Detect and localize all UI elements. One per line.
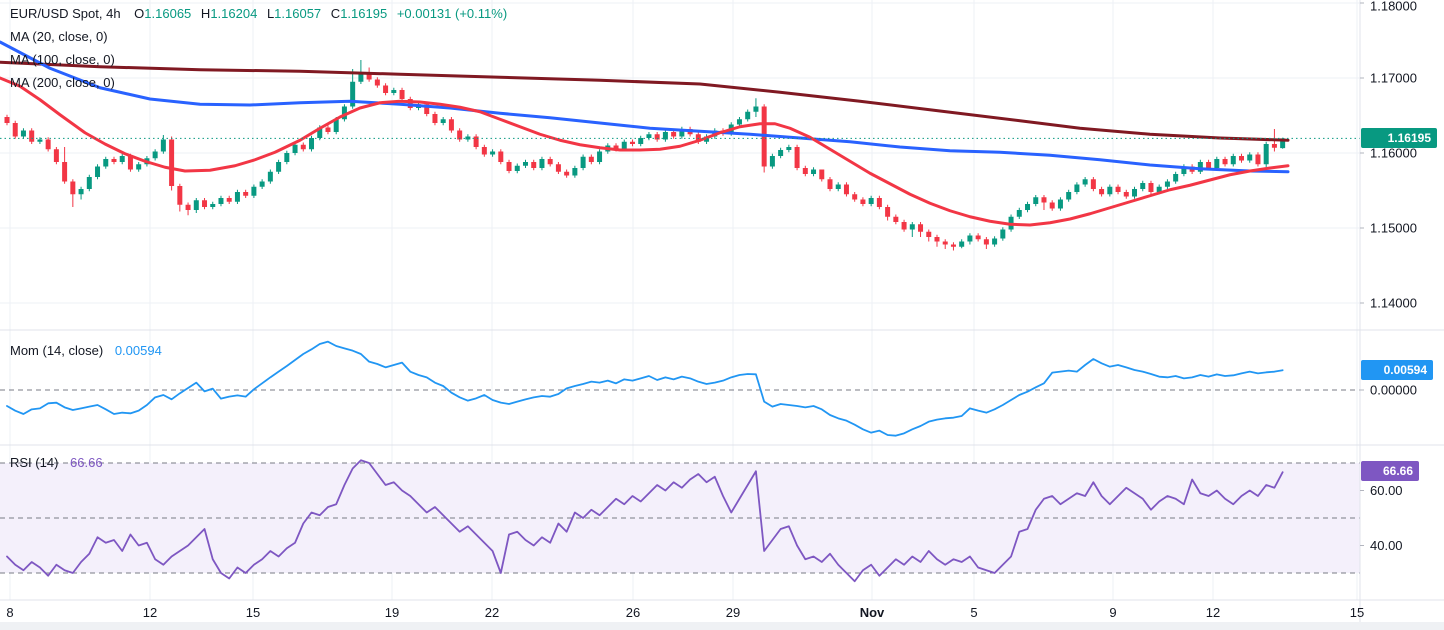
rsi-tick-label: 40.00 [1370,538,1403,553]
ma100-line [0,40,1290,174]
ma20-legend[interactable]: MA (20, close, 0) [10,29,108,45]
price-tick-label: 1.17000 [1370,71,1417,86]
momentum-legend-value: 0.00594 [114,343,162,358]
time-tick-label: 15 [246,605,260,620]
time-tick-label: 9 [1109,605,1116,620]
ma100-legend-label: MA (100, close, 0) [10,52,115,67]
mom-tick-label: 0.00000 [1370,383,1417,398]
time-tick-label: 12 [1206,605,1220,620]
time-tick-label: 19 [385,605,399,620]
price-axis[interactable] [1360,0,1444,600]
rsi-tick-label: 60.00 [1370,483,1403,498]
rsi-value-badge: 66.66 [1361,461,1419,481]
open-label: O [134,6,145,21]
high-label: H [200,6,211,21]
time-tick-label: 22 [485,605,499,620]
low-label: L [266,6,275,21]
candles [4,60,1286,251]
rsi-legend-label: RSI (14) [10,455,59,470]
time-axis[interactable] [0,600,1444,630]
momentum-value-badge: 0.00594 [1361,360,1433,380]
rsi-legend[interactable]: RSI (14) 66.66 [10,455,103,471]
time-tick-label: 5 [970,605,977,620]
ma20-legend-label: MA (20, close, 0) [10,29,108,44]
open-value: 1.16065 [144,6,192,21]
price-tick-label: 1.18000 [1370,0,1417,14]
symbol-legend[interactable]: EUR/USD Spot, 4h O1.16065 H1.16204 L1.16… [10,6,507,22]
change-value: +0.00131 (+0.11%) [396,6,508,21]
price-tick-label: 1.15000 [1370,221,1417,236]
price-tick-label: 1.16000 [1370,146,1417,161]
low-value: 1.16057 [274,6,322,21]
time-tick-label: 29 [726,605,740,620]
momentum-line [6,340,1284,437]
momentum-legend-label: Mom (14, close) [10,343,104,358]
ma20-line [0,76,1290,227]
time-tick-label: 26 [626,605,640,620]
symbol-title: EUR/USD Spot, 4h [10,6,121,21]
ma200-legend[interactable]: MA (200, close, 0) [10,75,115,91]
ma100-legend[interactable]: MA (100, close, 0) [10,52,115,68]
time-tick-label: 12 [143,605,157,620]
time-tick-label: 8 [6,605,13,620]
ma200-legend-label: MA (200, close, 0) [10,75,115,90]
time-tick-label: 15 [1350,605,1364,620]
rsi-legend-value: 66.66 [70,455,103,470]
close-value: 1.16195 [340,6,388,21]
ma200-line [0,60,1290,142]
rsi-line [6,459,1284,583]
time-tick-label: Nov [860,605,885,620]
high-value: 1.16204 [210,6,258,21]
price-tick-label: 1.14000 [1370,296,1417,311]
last-price-badge: 1.16195 [1361,128,1437,148]
momentum-legend[interactable]: Mom (14, close) 0.00594 [10,343,162,359]
close-label: C [330,6,341,21]
